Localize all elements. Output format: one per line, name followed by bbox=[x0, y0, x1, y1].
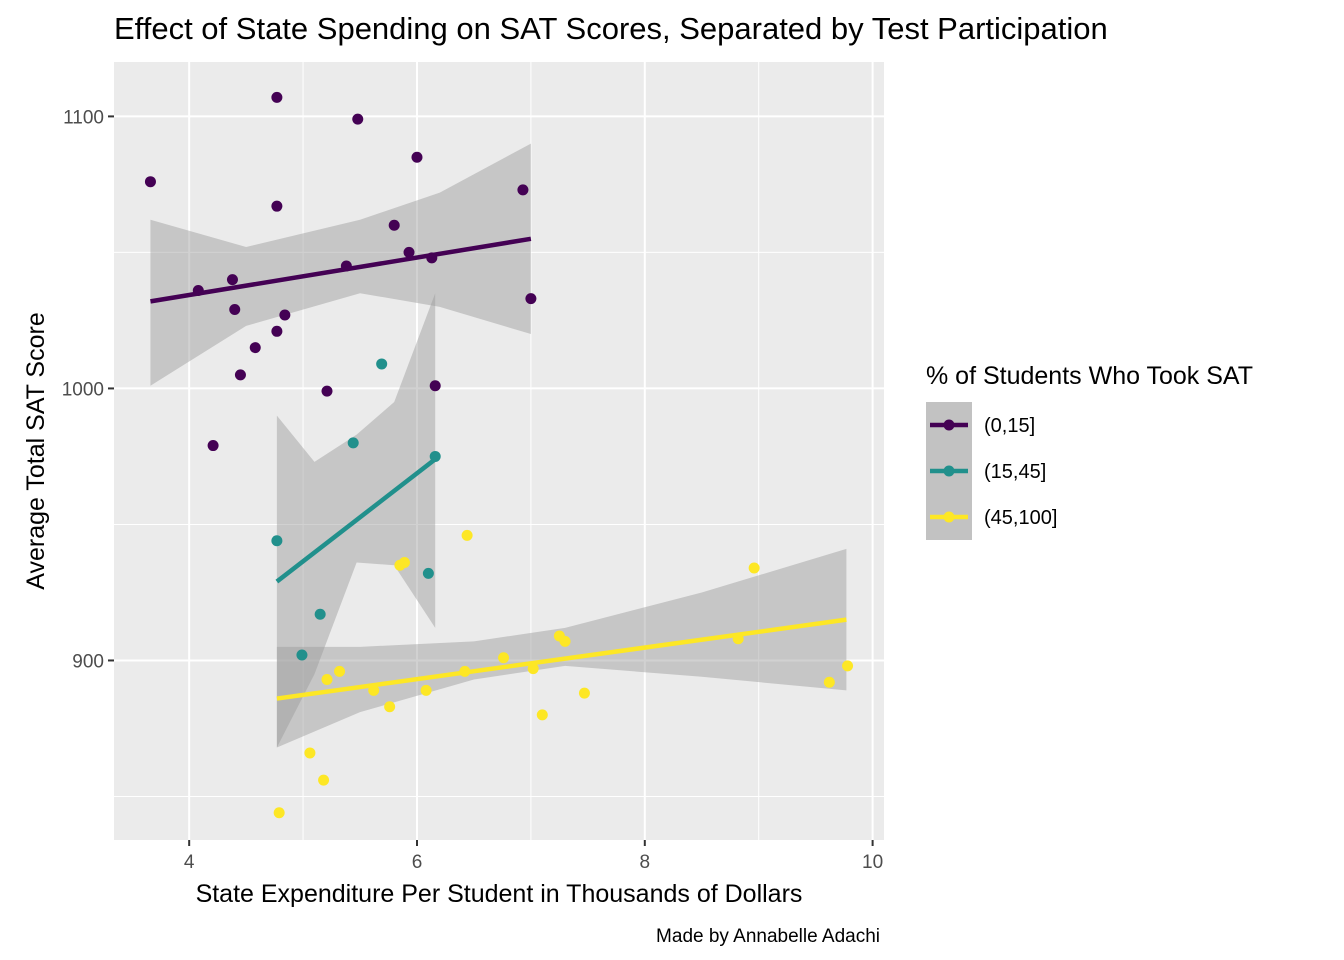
y-axis-title: Average Total SAT Score bbox=[22, 312, 50, 589]
legend-label: (0,15] bbox=[984, 415, 1035, 437]
legend-label: (15,45] bbox=[984, 461, 1046, 483]
data-point bbox=[536, 709, 548, 721]
data-point bbox=[559, 635, 571, 647]
ci-ribbon-2 bbox=[276, 548, 847, 748]
data-point bbox=[334, 665, 346, 677]
data-point bbox=[304, 747, 316, 759]
legend-key-point bbox=[943, 465, 955, 477]
data-point bbox=[388, 219, 400, 231]
data-point bbox=[347, 437, 359, 449]
x-tick-label: 8 bbox=[640, 852, 651, 873]
data-point bbox=[249, 342, 261, 354]
data-point bbox=[461, 529, 473, 541]
legend-label: (45,100] bbox=[984, 507, 1057, 529]
data-point bbox=[273, 807, 285, 819]
data-point bbox=[321, 385, 333, 397]
chart-caption: Made by Annabelle Adachi bbox=[656, 926, 880, 947]
data-point bbox=[527, 663, 539, 675]
data-point bbox=[296, 649, 308, 661]
data-point bbox=[314, 608, 326, 620]
data-point bbox=[411, 151, 423, 163]
data-point bbox=[318, 774, 330, 786]
chart-title: Effect of State Spending on SAT Scores, … bbox=[114, 11, 1108, 46]
data-point bbox=[376, 358, 388, 370]
y-axis-ticks: 900 1000 1100 bbox=[62, 107, 114, 672]
legend-key-point bbox=[943, 419, 955, 431]
data-point bbox=[398, 557, 410, 569]
data-point bbox=[517, 184, 529, 196]
trend-line-0 bbox=[150, 236, 532, 304]
data-point bbox=[234, 369, 246, 381]
data-point bbox=[271, 200, 283, 212]
legend-title: % of Students Who Took SAT bbox=[926, 362, 1253, 390]
data-point bbox=[748, 562, 760, 574]
data-point bbox=[420, 684, 432, 696]
data-point bbox=[321, 674, 333, 686]
data-point bbox=[429, 380, 441, 392]
y-tick-label: 900 bbox=[72, 651, 104, 672]
x-tick-label: 6 bbox=[412, 852, 423, 873]
x-axis-title: State Expenditure Per Student in Thousan… bbox=[196, 880, 803, 908]
legend-key-point bbox=[943, 511, 955, 523]
data-point bbox=[842, 660, 854, 672]
data-point bbox=[271, 325, 283, 337]
data-point bbox=[207, 440, 219, 452]
data-point bbox=[279, 309, 291, 321]
data-point bbox=[384, 701, 396, 713]
trend-line-2 bbox=[276, 617, 847, 701]
y-tick-label: 1000 bbox=[62, 379, 104, 400]
x-tick-label: 4 bbox=[184, 852, 195, 873]
data-point bbox=[578, 687, 590, 699]
legend: % of Students Who Took SAT (0,15] (15,45]… bbox=[926, 362, 1253, 540]
data-point bbox=[823, 676, 835, 688]
data-point bbox=[352, 113, 364, 125]
data-point bbox=[403, 246, 415, 258]
data-point bbox=[271, 535, 283, 547]
x-tick-label: 10 bbox=[862, 852, 883, 873]
data-point bbox=[144, 176, 156, 188]
data-point bbox=[271, 91, 283, 103]
y-tick-label: 1100 bbox=[63, 107, 104, 128]
data-point bbox=[422, 567, 434, 579]
trend-line-1 bbox=[275, 457, 437, 584]
x-axis-ticks: 4 6 8 10 bbox=[184, 840, 883, 873]
plot-panel bbox=[114, 62, 884, 840]
data-point bbox=[498, 652, 510, 664]
data-point bbox=[226, 274, 238, 286]
data-point bbox=[525, 293, 537, 305]
grid-minor bbox=[114, 62, 884, 840]
trend-lines bbox=[150, 236, 847, 701]
data-point bbox=[229, 304, 241, 316]
ci-ribbon-0 bbox=[150, 143, 531, 386]
